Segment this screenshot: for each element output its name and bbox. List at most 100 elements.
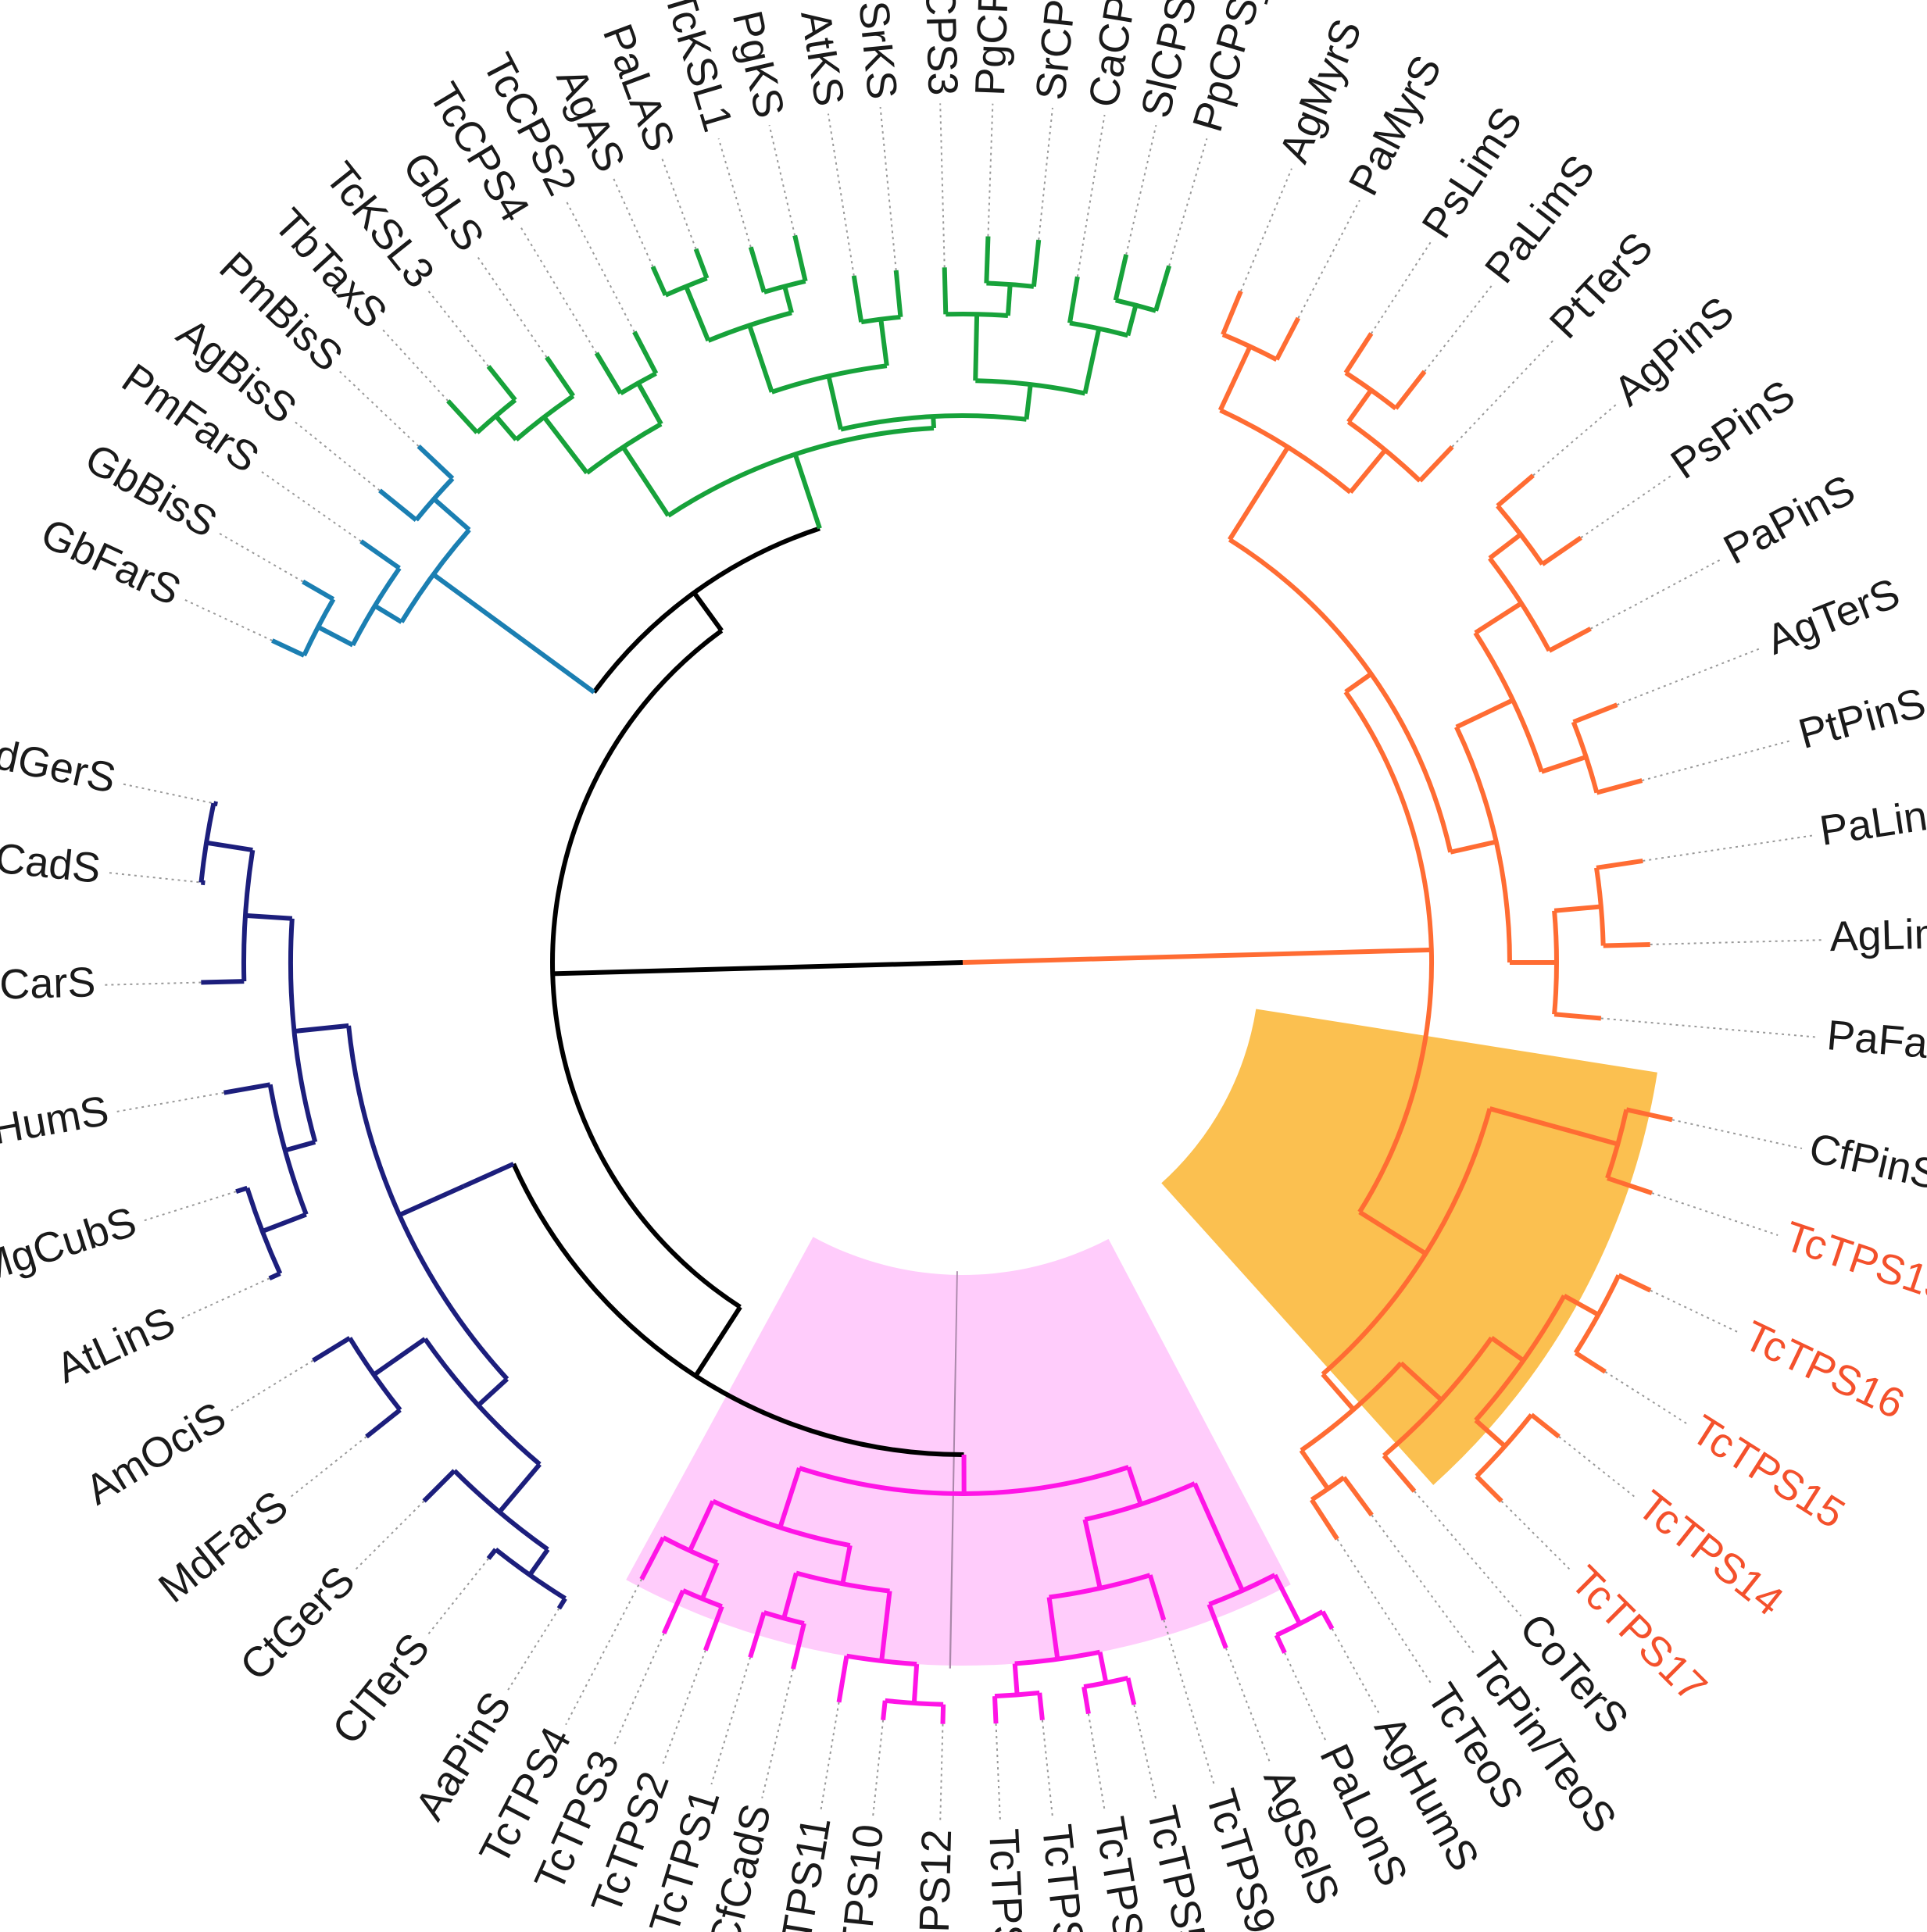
guide-line <box>1642 739 1793 782</box>
branch-arc <box>302 598 336 657</box>
tip-label: AgPinS <box>1605 287 1743 415</box>
tip-branch <box>235 1185 248 1195</box>
branch-arc <box>585 422 663 475</box>
internal-branch <box>1455 698 1514 730</box>
branch-arc <box>1474 1295 1567 1422</box>
internal-branch <box>206 840 253 853</box>
tip-branch <box>1221 290 1243 336</box>
guide-line <box>1671 1119 1803 1150</box>
internal-branch <box>688 1500 716 1552</box>
internal-branch <box>1097 1652 1109 1684</box>
tip-branch <box>1607 1176 1653 1195</box>
internal-branch <box>1125 304 1139 337</box>
guide-line <box>338 370 420 447</box>
internal-branch <box>398 1184 465 1218</box>
guide-line <box>258 469 362 542</box>
tip-branch <box>201 880 206 886</box>
internal-branch <box>911 1663 920 1704</box>
branch-arc <box>975 378 1086 396</box>
internal-branch <box>527 1548 550 1577</box>
branch-arc <box>986 280 1035 289</box>
internal-branch <box>1005 284 1013 316</box>
tip-label: AaCarS <box>0 959 96 1009</box>
branch-arc <box>1346 420 1422 483</box>
internal-branch <box>1474 601 1523 635</box>
guide-line <box>1076 114 1106 277</box>
guide-line <box>1041 1720 1053 1818</box>
guide-line <box>1604 1371 1689 1425</box>
tip-label: AtKS <box>792 7 853 109</box>
orange-clade-shade <box>1161 1009 1657 1485</box>
tip-label: TcTPS11 <box>766 1813 840 1932</box>
guide-line <box>872 1720 885 1818</box>
internal-branch <box>1321 1373 1356 1412</box>
tip-label: TcTPS8 <box>980 1827 1033 1932</box>
guide-line <box>710 1657 752 1785</box>
internal-branch <box>692 591 724 632</box>
internal-branch <box>1272 1573 1302 1625</box>
tip-branch <box>1618 1273 1652 1293</box>
branch-arc <box>667 426 935 518</box>
guide-line <box>1590 558 1722 630</box>
guide-line <box>1580 475 1672 539</box>
guide-line <box>1224 1648 1272 1766</box>
tip-branch <box>881 1700 888 1720</box>
branch-arc <box>707 310 792 343</box>
guide-line <box>427 1558 489 1636</box>
internal-branch <box>1348 448 1387 495</box>
tip-label: TcTPS7 <box>1033 1822 1095 1932</box>
branch-arc <box>1382 1336 1494 1458</box>
tip-label: TcTPS10 <box>828 1822 893 1932</box>
tip-branch <box>661 1589 685 1634</box>
tip-branch <box>446 399 479 434</box>
internal-branch <box>294 1023 349 1034</box>
guide-line <box>717 138 752 248</box>
branch-arc <box>241 849 256 982</box>
branch-arc <box>1014 1649 1101 1666</box>
internal-branch <box>1192 1482 1245 1592</box>
branch-arc <box>712 1498 851 1548</box>
branch-arc <box>245 1187 283 1275</box>
internal-branch <box>782 285 794 314</box>
tip-branch <box>365 1408 402 1439</box>
branch-arc <box>1454 726 1512 963</box>
branch-arc <box>1473 631 1544 773</box>
tip-label: AgTerS <box>1760 570 1906 664</box>
branch-arc <box>1049 1573 1151 1600</box>
tip-branch <box>942 267 949 315</box>
guide-line <box>820 1702 840 1811</box>
guide-line <box>987 103 994 237</box>
branch-arc <box>423 1337 542 1466</box>
tip-branch <box>1541 535 1582 566</box>
tip-branch <box>417 445 455 480</box>
internal-branch <box>1450 839 1497 855</box>
tip-branch <box>302 579 335 602</box>
guide-line <box>1336 1538 1432 1684</box>
guide-line <box>1600 1017 1819 1038</box>
guide-line <box>827 113 855 277</box>
tip-branch <box>790 1623 806 1670</box>
branch-arc <box>350 566 402 647</box>
guide-line <box>229 1359 314 1412</box>
tip-branch <box>1393 370 1427 410</box>
tip-branch <box>1596 778 1643 795</box>
branch-arc <box>346 1025 509 1381</box>
internal-branch <box>700 1562 720 1600</box>
internal-branch <box>684 285 711 342</box>
internal-branch <box>284 1139 316 1153</box>
tip-label: TcTPS16 <box>1737 1312 1912 1427</box>
branch-arc <box>1275 1609 1325 1637</box>
internal-branch <box>1489 1106 1619 1147</box>
branch-arc <box>770 363 888 395</box>
tip-branch <box>1496 473 1535 508</box>
tip-label: TcTPS14 <box>1628 1482 1792 1625</box>
internal-branch <box>372 1337 427 1377</box>
guide-line <box>1168 138 1208 266</box>
tip-label: MgCubS <box>0 1198 141 1292</box>
tip-branch <box>639 1536 666 1580</box>
guide-line <box>1087 1713 1106 1811</box>
internal-branch <box>1399 1361 1443 1402</box>
branch-arc <box>452 1469 549 1552</box>
branch-arc <box>1219 408 1353 495</box>
tip-branch <box>486 1548 498 1560</box>
